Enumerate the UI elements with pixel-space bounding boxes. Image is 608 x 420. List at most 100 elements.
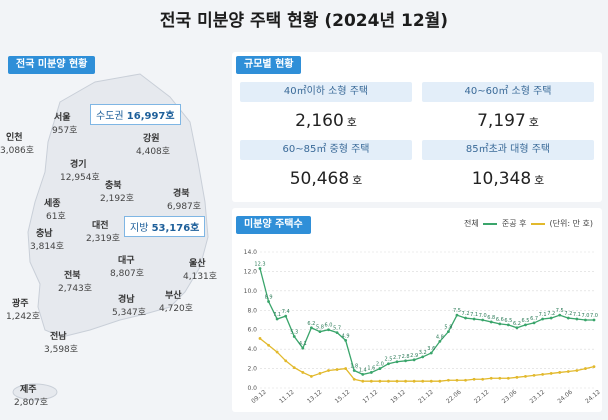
size-cell-value-4: 10,348 호 (422, 166, 594, 192)
data-point-completed (258, 337, 262, 340)
data-point-completed (318, 372, 322, 375)
data-label-total: 7.0 (581, 313, 589, 319)
x-tick-label: 13.12 (306, 389, 324, 406)
data-point-total (369, 371, 373, 374)
data-point-completed (309, 374, 313, 378)
data-point-completed (404, 379, 407, 383)
data-point-total (566, 316, 570, 320)
data-label-total: 6.6 (496, 317, 504, 323)
data-point-total (275, 317, 279, 321)
region-name-gyeonggi: 경기 (70, 160, 87, 170)
x-tick-label: 19.12 (389, 389, 407, 406)
region-name-daegu: 대구 (118, 256, 135, 266)
data-point-completed (524, 374, 527, 378)
data-point-total (344, 339, 348, 342)
data-label-total: 2.8 (402, 354, 410, 360)
region-name-jeju: 제주 (20, 385, 37, 395)
data-label-total: 7.0 (590, 313, 598, 319)
chart-panel: 미분양 주택수 전체 준공 후 (단위: 만 호) 0.0 2.0 4.0 6.0 8.… (232, 208, 602, 412)
data-point-completed (352, 377, 356, 381)
region-name-gangwon: 강원 (143, 134, 160, 144)
data-point-total (404, 359, 407, 363)
y-tick-label: 10.0 (244, 288, 258, 295)
region-value-gangwon: 4,408호 (136, 147, 171, 157)
y-tick-label: 4.0 (247, 346, 257, 353)
data-point-completed (592, 365, 596, 369)
region-value-gwangju: 1,242호 (6, 312, 41, 322)
data-label-total: 5.8 (444, 325, 452, 331)
data-point-completed (472, 377, 476, 381)
region-name-sejong: 세종 (44, 199, 61, 209)
region-name-gyeongnam: 경남 (118, 295, 135, 305)
provinces-area-badge: 지방 53,176호 (124, 216, 206, 237)
data-point-total (292, 335, 296, 338)
data-point-completed (532, 373, 536, 377)
data-point-total (558, 313, 562, 317)
data-label-total: 1.8 (350, 364, 358, 370)
legend-completed-label: 준공 후 (501, 219, 527, 228)
region-value-jeonbuk: 2,743호 (58, 284, 93, 294)
data-point-total (524, 323, 527, 327)
data-label-total: 2.7 (393, 355, 401, 361)
region-value-seoul: 957호 (52, 126, 78, 136)
data-point-completed (506, 376, 510, 380)
page-title: 전국 미분양 주택 현황 (2024년 12월) (159, 11, 449, 31)
size-cell-value-1: 2,160 호 (240, 108, 412, 134)
data-point-total (429, 351, 433, 355)
y-tick-label: 12.0 (244, 268, 258, 275)
data-label-total: 6.8 (487, 315, 495, 321)
data-point-total (378, 367, 382, 370)
size-panel: 규모별 현황 40㎡이하 소형 주택 2,160 호 40~60㎡ 소형 주택 7… (232, 52, 602, 202)
region-name-jeonnam: 전남 (50, 332, 67, 342)
y-tick-label: 6.0 (247, 327, 257, 334)
chart-panel-tag: 미분양 주택수 (236, 216, 311, 234)
x-tick-label: 23.06 (501, 389, 519, 406)
data-point-completed (421, 379, 425, 383)
data-point-total (447, 330, 450, 334)
data-label-total: 2.0 (376, 362, 384, 368)
data-point-total (455, 313, 459, 317)
y-tick-label: 14.0 (244, 249, 258, 256)
data-label-total: 7.4 (282, 309, 290, 315)
size-cell-label-3: 60~85㎡ 중형 주택 (240, 140, 412, 160)
data-point-total (318, 330, 322, 334)
legend-unit: (단위: 만 호) (549, 219, 594, 228)
region-name-jeonbuk: 전북 (64, 271, 81, 281)
size-cell-number-4: 10,348 (471, 169, 532, 189)
line-chart: 0.02.04.06.08.010.012.014.009.12 11.12 13.… (244, 249, 602, 406)
data-point-total (309, 326, 313, 330)
data-point-completed (438, 379, 442, 383)
data-point-completed (327, 369, 330, 372)
data-label-total: 5.3 (290, 330, 298, 336)
data-label-total: 12.3 (254, 262, 265, 268)
size-cell-unit-1: 호 (346, 116, 357, 129)
data-label-total: 7.0 (479, 313, 487, 319)
data-label-total: 7.1 (470, 312, 478, 318)
data-point-total (412, 358, 416, 362)
data-point-total (284, 314, 288, 318)
region-name-gwangju: 광주 (12, 299, 29, 309)
region-value-busan: 4,720호 (159, 304, 194, 314)
data-point-total (438, 339, 442, 343)
size-cell-unit-3: 호 (352, 174, 363, 187)
data-point-total (352, 369, 356, 372)
region-value-daejeon: 2,319호 (86, 234, 121, 244)
data-label-total: 2.9 (410, 353, 418, 359)
map-panel-tag: 전국 미분양 현황 (8, 56, 96, 74)
data-point-completed (498, 376, 502, 380)
data-label-total: 3.2 (419, 350, 427, 356)
legend-completed-swatch (531, 222, 545, 225)
data-label-total: 6.5 (504, 318, 512, 324)
data-point-total (258, 267, 262, 270)
region-value-gyeongbuk: 6,987호 (167, 202, 202, 212)
data-point-completed (369, 379, 373, 383)
series-line-total (259, 268, 594, 376)
data-label-total: 7.1 (573, 312, 581, 318)
data-point-total (592, 318, 596, 322)
data-point-total (387, 362, 390, 366)
region-name-busan: 부산 (165, 291, 182, 301)
data-point-total (549, 316, 553, 320)
size-cell-label-2: 40~60㎡ 소형 주택 (422, 82, 594, 102)
data-label-total: 5.8 (316, 325, 324, 331)
data-label-total: 3.6 (427, 346, 435, 352)
